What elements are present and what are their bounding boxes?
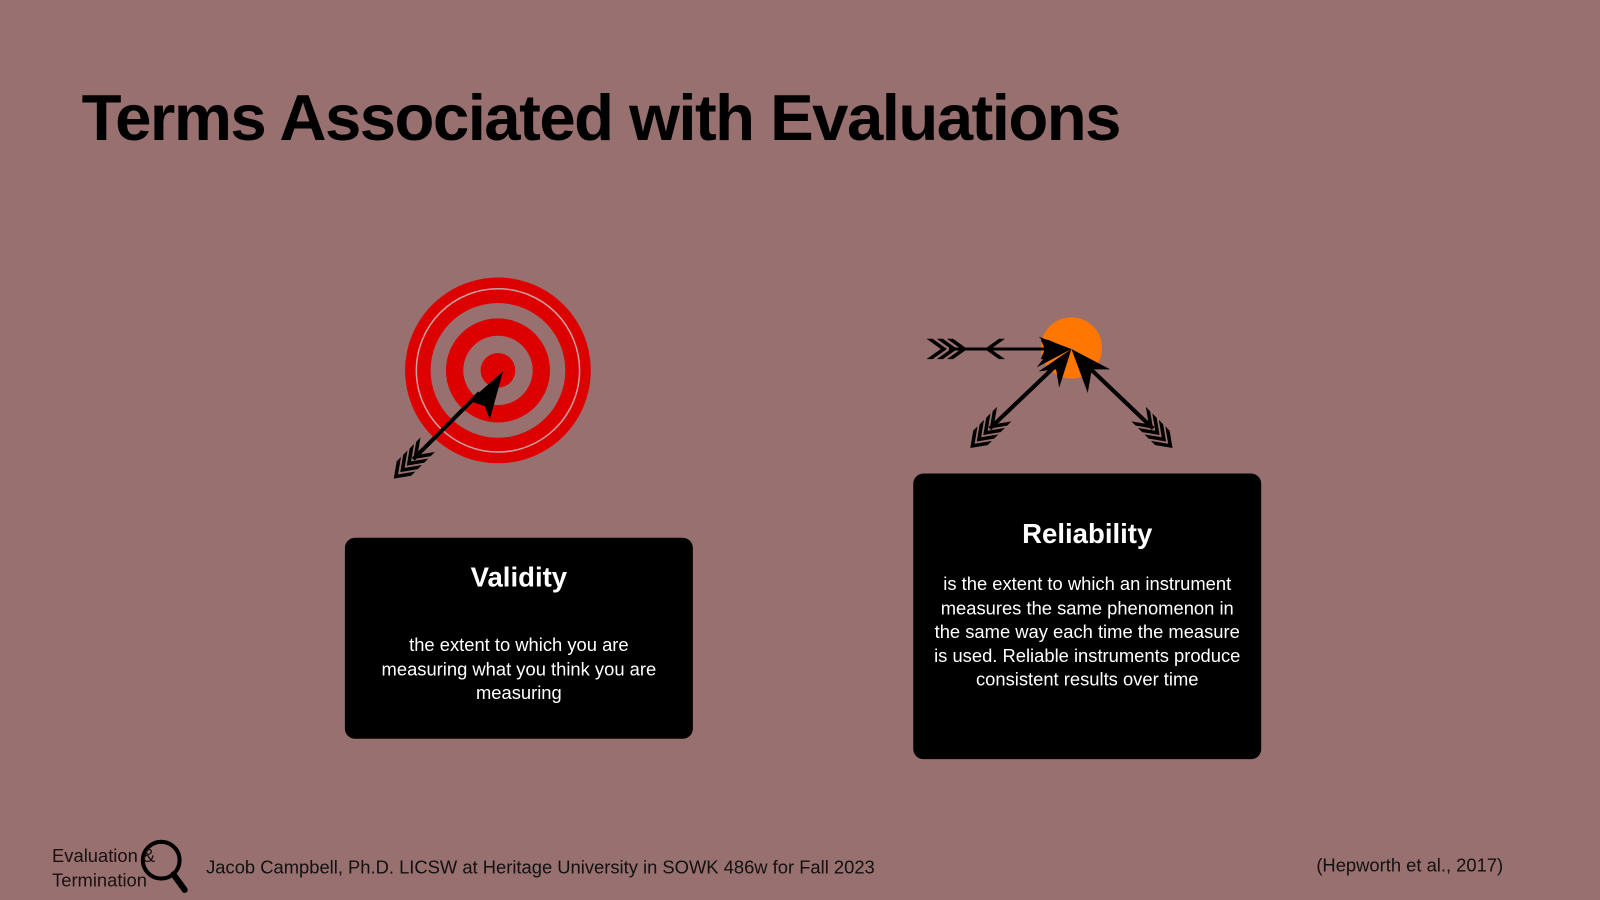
reliability-heading: Reliability	[1022, 518, 1153, 549]
validity-definition: the extent to which you are measuring wh…	[381, 634, 657, 704]
logo-line2: Termination	[52, 870, 147, 891]
three-arrows-converging-icon	[926, 317, 1180, 456]
validity-heading: Validity	[470, 562, 568, 593]
target-with-arrow-icon	[386, 277, 591, 486]
course-logo: Evaluation & Termination	[52, 844, 155, 893]
footer-credit: Jacob Campbell, Ph.D. LICSW at Heritage …	[206, 857, 875, 878]
validity-card: Validity the extent to which you are mea…	[344, 537, 693, 739]
slide-title: Terms Associated with Evaluations	[81, 80, 1122, 155]
magnifying-glass-icon	[140, 839, 188, 893]
logo-line1: Evaluation &	[52, 845, 156, 867]
citation: (Hepworth et al., 2017)	[1316, 855, 1504, 876]
reliability-card: Reliability is the extent to which an in…	[913, 473, 1262, 760]
reliability-definition: is the extent to which an instrument mea…	[934, 573, 1241, 691]
